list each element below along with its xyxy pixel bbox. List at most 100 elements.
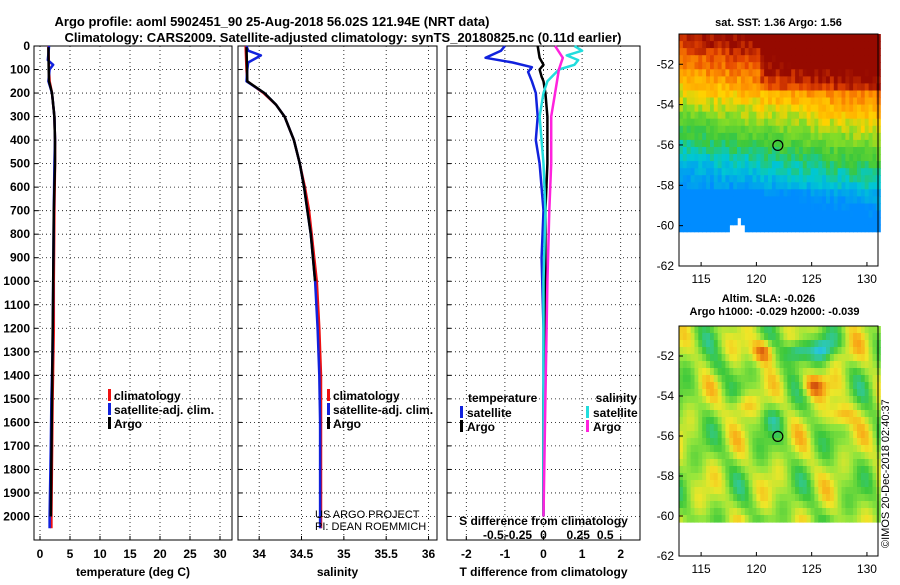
- sst_map-cell: [872, 62, 877, 70]
- sst_map-cell: [860, 217, 866, 226]
- sla_map-cell: [740, 333, 746, 341]
- sla_map-cell: [682, 396, 688, 404]
- sla_map-cell: [833, 417, 839, 425]
- sst_map-cell: [779, 189, 785, 197]
- sla_map-cell: [764, 424, 769, 432]
- sla_map-cell: [679, 396, 684, 404]
- sla_map-cell: [833, 445, 839, 453]
- sst_map-cell: [818, 189, 823, 197]
- temperature-ytick-label: 900: [10, 251, 30, 265]
- sla_map-cell: [872, 347, 877, 355]
- sst_map-cell: [806, 83, 812, 92]
- sla_map-cell: [733, 459, 738, 467]
- temperature-legend-label: Argo: [114, 417, 142, 431]
- sla_map-cell: [744, 333, 750, 341]
- sla_map-cell: [849, 424, 854, 432]
- sla_map-cell: [710, 445, 715, 453]
- sla_map-cell: [868, 333, 874, 341]
- sla_map-cell: [694, 487, 699, 495]
- sla_map-cell: [799, 431, 804, 439]
- sst_map-cell: [760, 111, 765, 120]
- sla_map-cell: [764, 368, 769, 376]
- sst_map-cell: [799, 111, 804, 120]
- sla_map-cell: [768, 466, 773, 474]
- sla_map-cell: [706, 445, 711, 453]
- sst_map-cell: [694, 118, 699, 127]
- sla_map-cell: [833, 389, 839, 397]
- sla_map-cell: [860, 459, 866, 467]
- sst_map-cell: [744, 111, 750, 120]
- sst_map-cell: [737, 154, 742, 162]
- sla_map-cell: [686, 501, 692, 509]
- sst_map-cell: [783, 97, 788, 106]
- sst_map-cell: [826, 34, 831, 42]
- sst_map-cell: [826, 196, 831, 205]
- sla_map-cell: [853, 396, 858, 404]
- sst_map-cell: [783, 90, 788, 99]
- sla_map-cell: [783, 424, 788, 432]
- sla_map-cell: [679, 410, 684, 418]
- sla_map-cell: [702, 375, 707, 383]
- sst_map-xtick-label: 120: [746, 272, 766, 286]
- sla_map-cell: [876, 487, 881, 495]
- sla_map-cell: [853, 410, 858, 418]
- sla_map-cell: [756, 382, 761, 390]
- sla_map-cell: [710, 375, 715, 383]
- sst_map-cell: [868, 203, 874, 212]
- sla_map-cell: [744, 459, 750, 467]
- sst_map-cell: [857, 104, 862, 113]
- sla_map-cell: [756, 375, 761, 383]
- sla_map-cell: [725, 480, 730, 488]
- sla_map-cell: [841, 361, 846, 369]
- sst_map-cell: [698, 189, 703, 197]
- sst_map-cell: [795, 48, 800, 56]
- sla_map-cell: [717, 326, 723, 334]
- sla_map-xtick-label: 130: [857, 562, 877, 576]
- sst_map-cell: [721, 210, 727, 219]
- sst_map-cell: [679, 182, 684, 190]
- sst_map-cell: [849, 147, 854, 155]
- sla_map-cell: [717, 473, 723, 481]
- sst_map-cell: [721, 125, 727, 134]
- sst_map-cell: [729, 34, 734, 42]
- sla_map-cell: [737, 340, 742, 348]
- sst_map-cell: [710, 62, 715, 70]
- sst_map-cell: [702, 62, 707, 70]
- sla_map-cell: [845, 459, 850, 467]
- sst_map-cell: [814, 55, 819, 63]
- sla_map-cell: [706, 382, 711, 390]
- sst_map-cell: [779, 125, 785, 134]
- sla_map-cell: [787, 438, 792, 446]
- sla_map-cell: [841, 508, 846, 516]
- sla_map-cell: [818, 452, 823, 460]
- sst_map-cell: [729, 196, 734, 205]
- sla_map-cell: [756, 361, 761, 369]
- sla_map-cell: [787, 368, 792, 376]
- sla_map-cell: [744, 396, 750, 404]
- sst_map-cell: [725, 118, 730, 127]
- sla_map-cell: [799, 480, 804, 488]
- sla_map-cell: [713, 410, 719, 418]
- sst_map-cell: [725, 147, 730, 155]
- sla_map-cell: [860, 508, 866, 516]
- sst_map-cell: [791, 189, 796, 197]
- sst_map-cell: [818, 147, 823, 155]
- sla_map-cell: [775, 410, 781, 418]
- sla_map-cell: [733, 480, 738, 488]
- sst_map-cell: [783, 196, 788, 205]
- sla_map-cell: [729, 494, 734, 502]
- sla_map-cell: [717, 333, 723, 341]
- sla_map-cell: [829, 424, 835, 432]
- sst_map-cell: [787, 48, 792, 56]
- sla_map-cell: [864, 403, 870, 411]
- sla_map-cell: [710, 487, 715, 495]
- sst_map-cell: [710, 118, 715, 127]
- sst_map-cell: [876, 147, 881, 155]
- sst_map-cell: [771, 62, 777, 70]
- sla_map-cell: [702, 473, 707, 481]
- sla_map-cell: [876, 438, 881, 446]
- sst_map-cell: [783, 210, 788, 219]
- sst_map-cell: [853, 76, 858, 85]
- sla_map-cell: [733, 508, 738, 516]
- sla_map-cell: [775, 515, 781, 523]
